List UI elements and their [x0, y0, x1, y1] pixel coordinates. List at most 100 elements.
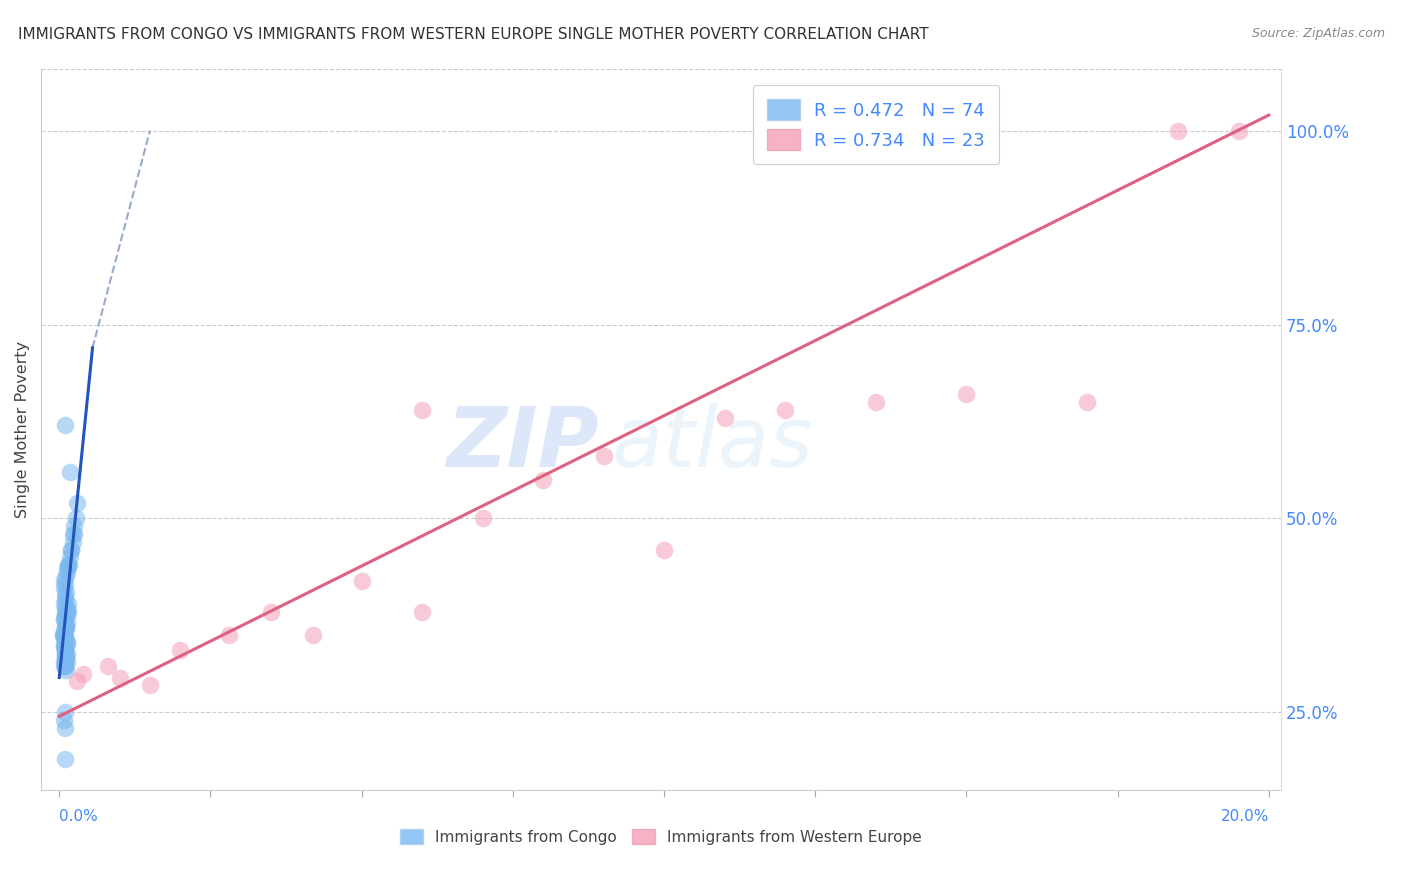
Point: [411, 605, 433, 619]
Point: [63, 519, 86, 533]
Point: [53, 713, 76, 727]
Point: [955, 387, 977, 401]
Point: [260, 605, 283, 619]
Point: [53, 643, 76, 657]
Point: [55, 585, 77, 599]
Point: [1076, 395, 1098, 409]
Point: [56, 566, 79, 580]
Point: [773, 402, 796, 417]
Point: [58, 605, 80, 619]
Point: [53, 628, 76, 642]
Point: [713, 410, 735, 425]
Text: 0.0%: 0.0%: [59, 809, 98, 824]
Point: [411, 402, 433, 417]
Point: [55, 647, 77, 661]
Point: [53, 620, 76, 634]
Point: [53, 651, 76, 665]
Point: [60, 542, 83, 557]
Point: [1227, 123, 1250, 137]
Point: [53, 593, 76, 607]
Point: [53, 616, 76, 631]
Point: [55, 620, 77, 634]
Point: [53, 632, 76, 646]
Point: [55, 616, 77, 631]
Point: [58, 558, 80, 572]
Point: [55, 620, 77, 634]
Point: [66, 674, 89, 689]
Point: [53, 612, 76, 626]
Point: [53, 597, 76, 611]
Point: [53, 640, 76, 654]
Point: [53, 647, 76, 661]
Point: [53, 647, 76, 661]
Point: [53, 643, 76, 657]
Legend: R = 0.472   N = 74, R = 0.734   N = 23: R = 0.472 N = 74, R = 0.734 N = 23: [752, 85, 1000, 164]
Text: IMMIGRANTS FROM CONGO VS IMMIGRANTS FROM WESTERN EUROPE SINGLE MOTHER POVERTY CO: IMMIGRANTS FROM CONGO VS IMMIGRANTS FROM…: [18, 27, 929, 42]
Text: 20.0%: 20.0%: [1220, 809, 1268, 824]
Point: [55, 605, 77, 619]
Point: [53, 624, 76, 638]
Point: [531, 473, 554, 487]
Point: [53, 569, 76, 583]
Point: [62, 527, 84, 541]
Point: [56, 635, 79, 649]
Point: [53, 635, 76, 649]
Point: [62, 534, 84, 549]
Point: [53, 608, 76, 623]
Point: [53, 659, 76, 673]
Point: [53, 721, 76, 735]
Point: [56, 562, 79, 576]
Point: [139, 678, 162, 692]
Point: [53, 577, 76, 591]
Point: [56, 600, 79, 615]
Point: [55, 655, 77, 669]
Point: [53, 574, 76, 588]
Point: [652, 542, 675, 557]
Point: [53, 640, 76, 654]
Point: [471, 511, 494, 525]
Point: [108, 671, 131, 685]
Point: [53, 659, 76, 673]
Point: [53, 418, 76, 433]
Point: [63, 527, 86, 541]
Point: [53, 655, 76, 669]
Y-axis label: Single Mother Poverty: Single Mother Poverty: [15, 341, 30, 518]
Point: [350, 574, 373, 588]
Point: [53, 600, 76, 615]
Point: [65, 511, 87, 525]
Point: [53, 752, 76, 766]
Point: [60, 542, 83, 557]
Point: [169, 643, 191, 657]
Point: [865, 395, 887, 409]
Point: [53, 659, 76, 673]
Text: Source: ZipAtlas.com: Source: ZipAtlas.com: [1251, 27, 1385, 40]
Point: [1167, 123, 1189, 137]
Point: [53, 624, 76, 638]
Point: [55, 632, 77, 646]
Point: [52, 628, 75, 642]
Point: [55, 663, 77, 677]
Point: [53, 655, 76, 669]
Point: [53, 605, 76, 619]
Point: [53, 624, 76, 638]
Text: ZIP: ZIP: [447, 403, 599, 484]
Point: [59, 465, 82, 479]
Point: [218, 628, 240, 642]
Point: [58, 558, 80, 572]
Point: [55, 651, 77, 665]
Point: [592, 450, 614, 464]
Point: [56, 597, 79, 611]
Point: [53, 643, 76, 657]
Point: [302, 628, 325, 642]
Point: [53, 632, 76, 646]
Point: [72, 666, 94, 681]
Point: [66, 496, 89, 510]
Point: [55, 608, 77, 623]
Point: [55, 635, 77, 649]
Point: [53, 589, 76, 603]
Point: [58, 558, 80, 572]
Point: [59, 550, 82, 565]
Point: [53, 640, 76, 654]
Point: [52, 628, 75, 642]
Text: atlas: atlas: [612, 403, 813, 484]
